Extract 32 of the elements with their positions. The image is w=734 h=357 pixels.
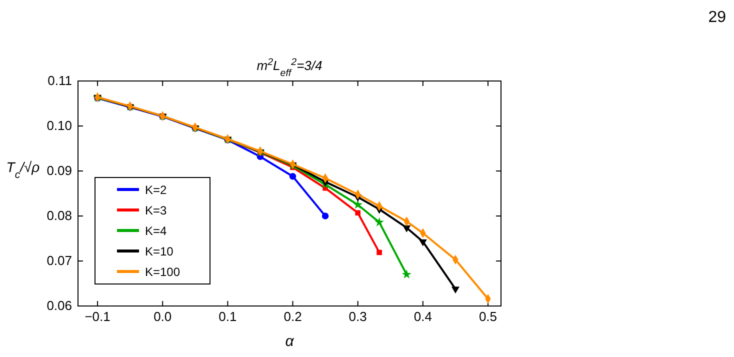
x-axis-title: α xyxy=(285,333,294,350)
point xyxy=(402,270,412,279)
point xyxy=(374,217,384,226)
point xyxy=(289,173,296,180)
y-tick-label: 0.06 xyxy=(46,298,72,314)
text: 29 xyxy=(708,9,726,26)
x-tick-label: 0.0 xyxy=(154,309,172,324)
point xyxy=(376,250,382,256)
x-tick-label: 0.2 xyxy=(284,309,302,324)
x-tick-label: 0.4 xyxy=(414,309,432,324)
y-tick-label: 0.09 xyxy=(46,163,72,178)
x-tick-label: −0.1 xyxy=(84,309,110,324)
legend-label: K=2 xyxy=(145,183,168,197)
x-tick-label: 0.1 xyxy=(218,309,237,324)
legend-label: K=4 xyxy=(145,224,168,238)
y-tick-label: 0.07 xyxy=(46,253,72,268)
y-tick-label: 0.10 xyxy=(46,118,72,134)
point xyxy=(353,200,363,209)
x-tick-label: 0.3 xyxy=(348,309,367,324)
legend-label: K=10 xyxy=(145,244,174,258)
x-tick-label: 0.5 xyxy=(478,309,498,324)
y-axis-title: T$_{c}$/√ρ xyxy=(6,159,40,181)
point xyxy=(355,210,360,216)
legend-label: K=100 xyxy=(145,265,180,279)
point xyxy=(402,225,411,232)
point xyxy=(322,212,329,220)
point xyxy=(418,239,427,246)
y-tick-label: 0.11 xyxy=(48,73,72,88)
legend-label: K=3 xyxy=(145,204,168,218)
point xyxy=(451,286,460,294)
chart-title: m$^{2}$L$_{eff}$$^{2}$=3/4 xyxy=(256,56,322,78)
y-tick-label: 0.08 xyxy=(46,208,72,224)
